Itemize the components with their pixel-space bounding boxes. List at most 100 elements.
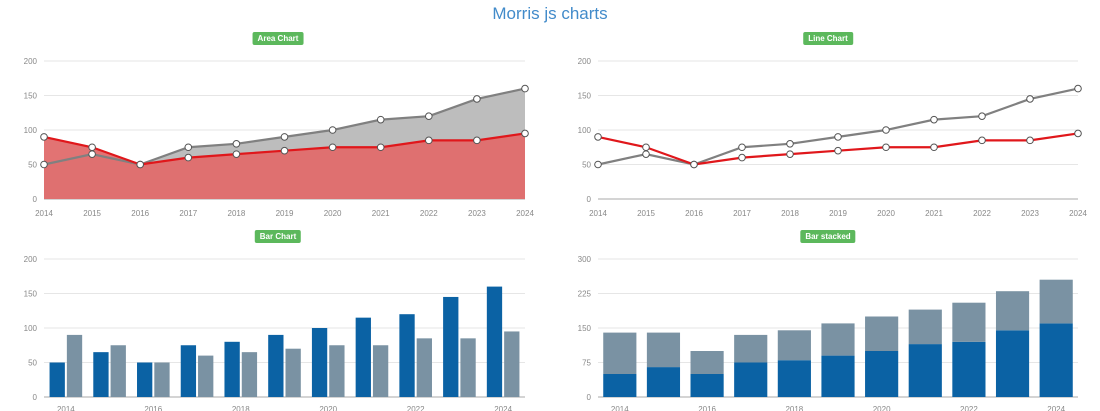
- data-point: [136, 160, 144, 169]
- x-tick-label: 2018: [781, 209, 799, 218]
- data-point: [184, 143, 193, 152]
- bar: [460, 338, 476, 397]
- area-fill: [44, 133, 525, 199]
- data-point: [978, 136, 986, 145]
- y-tick-label: 150: [24, 92, 38, 101]
- y-tick-label: 150: [578, 324, 592, 333]
- bar: [690, 351, 724, 374]
- data-point: [88, 150, 96, 158]
- y-tick-label: 75: [582, 359, 591, 368]
- x-tick-label: 2022: [973, 209, 991, 218]
- bar: [224, 341, 240, 397]
- bar: [777, 360, 811, 397]
- x-tick-label: 2024: [516, 209, 534, 218]
- bar: [372, 345, 389, 397]
- bar-stacked-badge: Bar stacked: [800, 230, 856, 243]
- bar: [180, 345, 197, 397]
- x-tick-label: 2018: [228, 209, 246, 218]
- x-tick-label: 2019: [829, 209, 847, 218]
- data-point: [473, 136, 481, 145]
- data-point: [1074, 129, 1082, 138]
- x-tick-label: 2022: [420, 209, 438, 218]
- bar: [646, 332, 681, 368]
- bar: [110, 345, 126, 397]
- bar: [1039, 323, 1073, 397]
- y-tick-label: 200: [24, 255, 38, 264]
- y-tick-label: 0: [33, 195, 38, 204]
- bar: [995, 291, 1030, 331]
- bar: [865, 351, 899, 397]
- data-point: [594, 133, 602, 141]
- bar: [1039, 279, 1073, 324]
- x-tick-label: 2016: [685, 209, 703, 218]
- x-tick-label: 2021: [925, 209, 943, 218]
- y-tick-label: 0: [587, 195, 592, 204]
- bar: [154, 362, 170, 397]
- bar: [995, 330, 1030, 397]
- x-tick-label: 2014: [589, 209, 607, 218]
- data-point: [1026, 95, 1034, 103]
- bar: [399, 314, 415, 397]
- bar-chart-badge: Bar Chart: [254, 230, 302, 243]
- y-tick-label: 50: [582, 161, 591, 170]
- data-point: [738, 143, 746, 152]
- y-tick-label: 200: [24, 57, 38, 66]
- x-tick-label: 2017: [733, 209, 751, 218]
- data-point: [328, 126, 337, 134]
- x-tick-label: 2024: [1047, 405, 1065, 411]
- data-point: [930, 143, 938, 152]
- x-tick-label: 2023: [468, 209, 486, 218]
- data-point: [376, 115, 385, 124]
- bar: [821, 355, 855, 397]
- data-point: [232, 150, 241, 158]
- y-tick-label: 225: [578, 290, 592, 299]
- bar: [865, 316, 899, 351]
- y-tick-label: 100: [578, 126, 592, 135]
- x-tick-label: 2018: [785, 405, 803, 411]
- bar: [821, 323, 855, 356]
- y-tick-label: 50: [28, 161, 37, 170]
- bar: [603, 332, 637, 374]
- data-point: [642, 143, 650, 152]
- x-tick-label: 2016: [144, 405, 162, 411]
- data-point: [786, 140, 794, 148]
- data-point: [882, 126, 890, 134]
- bar: [908, 344, 942, 397]
- x-tick-label: 2019: [276, 209, 294, 218]
- bar: [777, 330, 811, 361]
- y-tick-label: 0: [587, 393, 592, 402]
- bar: [690, 374, 724, 397]
- bar: [66, 334, 83, 397]
- bar: [93, 352, 109, 397]
- y-tick-label: 150: [578, 92, 592, 101]
- x-tick-label: 2024: [1069, 209, 1087, 218]
- data-point: [930, 115, 938, 124]
- x-tick-label: 2018: [232, 405, 250, 411]
- y-tick-label: 300: [578, 255, 592, 264]
- x-tick-label: 2015: [83, 209, 101, 218]
- data-point: [738, 153, 746, 162]
- x-tick-label: 2014: [57, 405, 75, 411]
- data-point: [834, 146, 842, 155]
- x-tick-label: 2020: [877, 209, 895, 218]
- x-tick-label: 2017: [179, 209, 197, 218]
- x-tick-label: 2014: [611, 405, 629, 411]
- data-point: [882, 143, 890, 152]
- bar: [734, 362, 768, 397]
- data-point: [521, 84, 529, 93]
- y-tick-label: 100: [24, 324, 38, 333]
- data-point: [40, 133, 48, 141]
- page-title: Morris js charts: [492, 4, 608, 23]
- data-point: [280, 133, 289, 141]
- bar: [416, 338, 432, 397]
- data-point: [978, 112, 986, 120]
- bar: [952, 341, 986, 397]
- area-chart-badge: Area Chart: [252, 32, 304, 45]
- data-point: [473, 95, 481, 103]
- bar: [504, 331, 520, 397]
- bar: [329, 345, 345, 397]
- data-point: [425, 136, 433, 145]
- data-point: [1074, 84, 1082, 93]
- data-point: [280, 146, 289, 155]
- bar: [952, 302, 986, 342]
